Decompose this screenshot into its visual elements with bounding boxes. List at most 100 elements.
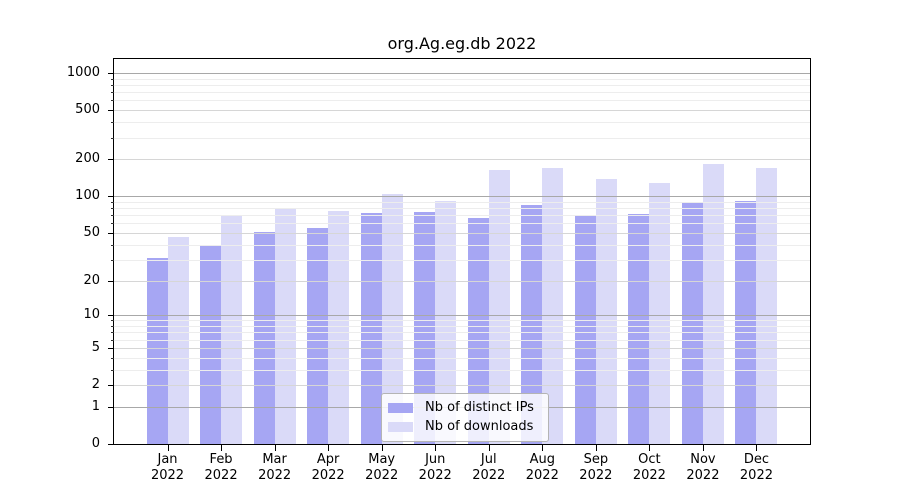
gridline-minor <box>114 332 810 334</box>
x-tick-label-dec: Dec 2022 <box>724 452 788 484</box>
x-tick-label-mar: Mar 2022 <box>243 452 307 484</box>
bar-downloads-jan <box>167 237 189 444</box>
legend-item: Nb of downloads <box>382 417 548 436</box>
gridline-minor <box>114 100 810 102</box>
y-tick-label: 0 <box>91 436 100 451</box>
x-tick-mark <box>274 445 276 451</box>
x-tick-label-may: May 2022 <box>350 452 414 484</box>
x-tick-mark <box>595 445 597 451</box>
x-tick-label-aug: Aug 2022 <box>510 452 574 484</box>
x-tick-label-sep: Sep 2022 <box>564 452 628 484</box>
gridline-minor <box>114 78 810 80</box>
x-tick-mark <box>381 445 383 451</box>
bar-downloads-mar <box>274 209 296 444</box>
y-tick-label: 100 <box>75 188 100 204</box>
y-tick-label: 20 <box>83 272 100 288</box>
x-tick-label-jan: Jan 2022 <box>136 452 200 484</box>
x-tick-label-feb: Feb 2022 <box>189 452 253 484</box>
gridline-minor <box>114 92 810 94</box>
x-tick-label-oct: Oct 2022 <box>617 452 681 484</box>
gridline-minor <box>114 244 810 246</box>
bar-ips-mar <box>253 231 275 444</box>
bar-ips-jan <box>146 257 168 444</box>
gridline-minor <box>114 223 810 225</box>
year-label: 2022 <box>258 468 292 483</box>
x-tick-mark <box>328 445 330 451</box>
year-label: 2022 <box>472 468 506 483</box>
year-label: 2022 <box>739 468 773 483</box>
y-tick-label: 10 <box>83 307 100 323</box>
gridline-mid <box>114 280 810 282</box>
bar-downloads-dec <box>756 167 778 444</box>
gridline-minor <box>114 339 810 341</box>
year-label: 2022 <box>311 468 345 483</box>
legend-swatch <box>388 421 413 432</box>
legend: Nb of distinct IPs Nb of downloads <box>381 393 549 442</box>
gridline-mid <box>114 110 810 112</box>
bar-downloads-feb <box>221 215 243 444</box>
bar-ips-may <box>360 212 382 444</box>
gridline-mid <box>114 347 810 349</box>
gridline-minor <box>114 259 810 261</box>
gridline-minor <box>114 84 810 86</box>
bar-downloads-oct <box>649 183 671 444</box>
year-label: 2022 <box>525 468 559 483</box>
bar-downloads-nov <box>702 163 724 444</box>
year-label: 2022 <box>204 468 238 483</box>
grid-layer <box>114 59 810 444</box>
month-label: Jul <box>480 452 497 467</box>
year-label: 2022 <box>150 468 185 483</box>
bar-ips-apr <box>307 227 329 444</box>
x-tick-mark <box>649 445 651 451</box>
year-label: 2022 <box>686 468 720 483</box>
gridline-minor <box>114 320 810 322</box>
bars-layer <box>114 59 810 444</box>
month-label: Dec <box>743 452 770 467</box>
x-tick-label-apr: Apr 2022 <box>296 452 360 484</box>
gridline-mid <box>114 159 810 161</box>
month-label: Aug <box>529 452 555 467</box>
month-label: Sep <box>583 452 609 467</box>
gridline-minor <box>114 122 810 124</box>
x-tick-mark <box>542 445 544 451</box>
gridline-minor <box>114 326 810 327</box>
gridline-major <box>114 73 810 74</box>
x-tick-label-jun: Jun 2022 <box>403 452 467 484</box>
month-label: Jan <box>157 452 178 467</box>
month-label: Mar <box>262 452 287 467</box>
x-tick-label-nov: Nov 2022 <box>671 452 735 484</box>
legend-swatch <box>388 402 413 413</box>
y-tick-label: 200 <box>75 151 100 167</box>
y-tick-label: 50 <box>83 224 100 240</box>
x-tick-mark <box>435 445 437 451</box>
month-label: Apr <box>316 452 340 467</box>
month-label: Jun <box>425 452 446 467</box>
gridline-minor <box>114 137 810 139</box>
x-tick-mark <box>756 445 758 451</box>
legend-label: Nb of distinct IPs <box>425 400 534 415</box>
y-tick-label: 1000 <box>66 65 100 80</box>
bar-ips-dec <box>735 200 757 444</box>
year-label: 2022 <box>579 468 613 483</box>
gridline-minor <box>114 369 810 371</box>
bar-ips-feb <box>200 244 222 444</box>
month-label: Nov <box>690 452 716 467</box>
month-label: Feb <box>209 452 233 467</box>
y-tick-label: 1 <box>91 398 100 414</box>
month-label: Oct <box>638 452 661 467</box>
gridline-minor <box>114 215 810 217</box>
gridline-mid <box>114 385 810 386</box>
x-tick-mark <box>488 445 490 451</box>
gridline-minor <box>114 201 810 203</box>
gridline-minor <box>114 208 810 210</box>
month-label: May <box>368 452 396 467</box>
year-label: 2022 <box>632 468 666 483</box>
gridline-mid <box>114 232 810 234</box>
legend-label: Nb of downloads <box>425 419 534 434</box>
bar-ips-oct <box>628 214 650 444</box>
y-tick-label: 500 <box>75 102 100 118</box>
year-label: 2022 <box>365 468 399 483</box>
y-tick-label: 5 <box>91 339 100 355</box>
gridline-major <box>114 196 810 198</box>
